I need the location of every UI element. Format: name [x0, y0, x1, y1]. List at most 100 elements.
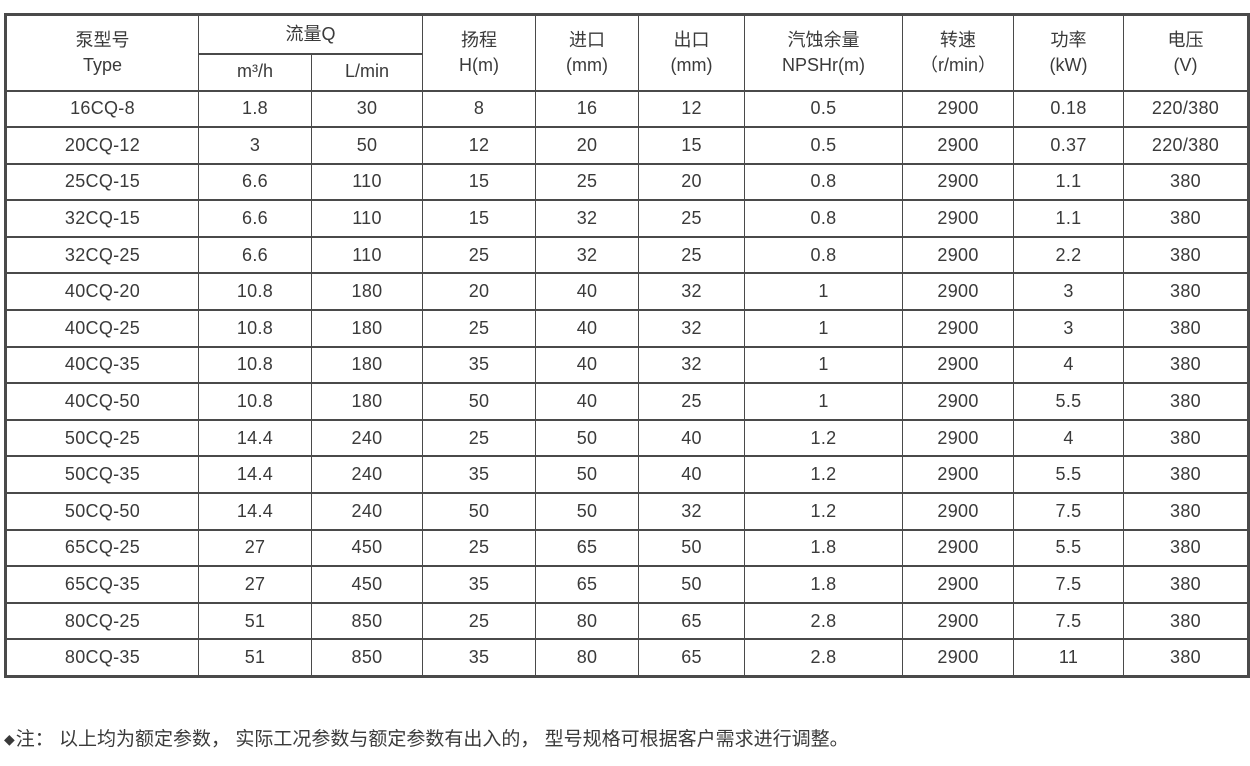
flow-lmin-cell: 450	[310, 565, 424, 604]
inlet-cell: 50	[535, 418, 640, 458]
outlet-cell: 65	[638, 601, 746, 641]
speed-cell: 2900	[902, 345, 1015, 385]
speed-cell: 2900	[902, 309, 1015, 348]
model-cell: 16CQ-8	[5, 89, 199, 129]
col-header-flow-m3h: m³/h	[198, 52, 312, 92]
model-cell: 25CQ-15	[5, 162, 199, 202]
power-cell: 1.1	[1013, 199, 1125, 238]
power-cell: 0.18	[1013, 89, 1125, 129]
outlet-cell: 40	[638, 418, 746, 458]
outlet-cell: 32	[638, 272, 746, 312]
npshr-cell: 0.8	[744, 162, 904, 202]
model-cell: 80CQ-25	[5, 601, 199, 641]
outlet-cell: 32	[638, 492, 746, 531]
npshr-cell: 0.8	[744, 235, 904, 275]
model-cell: 40CQ-20	[5, 272, 199, 312]
spec-row: 50CQ-25 14.4 240 25 50 40 1.2 2900 4 380	[5, 418, 1250, 458]
head-cell: 25	[422, 418, 537, 458]
speed-cell: 2900	[902, 565, 1015, 604]
head-cell: 35	[422, 455, 537, 495]
col-header-npsh: 汽蚀余量 NPSHr(m)	[744, 13, 904, 92]
speed-cell: 2900	[902, 126, 1015, 165]
model-cell: 40CQ-35	[5, 345, 199, 385]
footnote: ◆注： 以上均为额定参数， 实际工况参数与额定参数有出入的， 型号规格可根据客户…	[4, 725, 1244, 754]
power-cell: 7.5	[1013, 601, 1125, 641]
model-cell: 50CQ-50	[5, 492, 199, 531]
flow-lmin-cell: 180	[310, 382, 424, 421]
npshr-cell: 1.8	[744, 528, 904, 568]
npshr-cell: 1.8	[744, 565, 904, 604]
npshr-cell: 0.5	[744, 89, 904, 129]
spec-row: 40CQ-35 10.8 180 35 40 32 1 2900 4 380	[5, 345, 1250, 385]
flow-m3h-cell: 14.4	[198, 455, 312, 495]
voltage-cell: 380	[1123, 455, 1250, 495]
outlet-cell: 25	[638, 199, 746, 238]
voltage-cell: 380	[1123, 418, 1250, 458]
voltage-cell: 380	[1123, 162, 1250, 202]
spec-row: 65CQ-35 27 450 35 65 50 1.8 2900 7.5 380	[5, 565, 1250, 604]
inlet-cell: 65	[535, 565, 640, 604]
voltage-cell: 380	[1123, 272, 1250, 312]
outlet-cell: 40	[638, 455, 746, 495]
inlet-cell: 80	[535, 638, 640, 677]
col-header-speed: 转速 （r/min）	[902, 13, 1015, 92]
col-header-inlet: 进口 (mm)	[535, 13, 640, 92]
inlet-cell: 40	[535, 272, 640, 312]
voltage-cell: 380	[1123, 199, 1250, 238]
head-cell: 25	[422, 235, 537, 275]
inlet-cell: 50	[535, 492, 640, 531]
flow-m3h-cell: 14.4	[198, 492, 312, 531]
model-cell: 20CQ-12	[5, 126, 199, 165]
outlet-cell: 25	[638, 382, 746, 421]
voltage-cell: 380	[1123, 309, 1250, 348]
flow-m3h-cell: 10.8	[198, 309, 312, 348]
spec-row: 65CQ-25 27 450 25 65 50 1.8 2900 5.5 380	[5, 528, 1250, 568]
speed-cell: 2900	[902, 528, 1015, 568]
model-cell: 40CQ-50	[5, 382, 199, 421]
flow-lmin-cell: 240	[310, 455, 424, 495]
voltage-cell: 220/380	[1123, 89, 1250, 129]
speed-cell: 2900	[902, 638, 1015, 677]
voltage-cell: 380	[1123, 345, 1250, 385]
voltage-cell: 380	[1123, 492, 1250, 531]
inlet-cell: 40	[535, 345, 640, 385]
col-header-outlet: 出口 (mm)	[638, 13, 746, 92]
head-cell: 15	[422, 162, 537, 202]
flow-lmin-cell: 110	[310, 162, 424, 202]
col-header-flow-lmin: L/min	[310, 52, 424, 92]
power-cell: 4	[1013, 345, 1125, 385]
model-cell: 32CQ-15	[5, 199, 199, 238]
inlet-cell: 32	[535, 235, 640, 275]
npshr-cell: 1.2	[744, 418, 904, 458]
npshr-cell: 1.2	[744, 455, 904, 495]
speed-cell: 2900	[902, 89, 1015, 129]
head-cell: 35	[422, 565, 537, 604]
spec-row: 32CQ-25 6.6 110 25 32 25 0.8 2900 2.2 380	[5, 235, 1250, 275]
flow-m3h-cell: 10.8	[198, 345, 312, 385]
spec-row: 40CQ-25 10.8 180 25 40 32 1 2900 3 380	[5, 309, 1250, 348]
flow-lmin-cell: 240	[310, 492, 424, 531]
speed-cell: 2900	[902, 199, 1015, 238]
flow-lmin-cell: 30	[310, 89, 424, 129]
header-row-1: 泵型号 Type 流量Q 扬程 H(m) 进口 (mm) 出口 (mm) 汽蚀余…	[5, 13, 1250, 92]
inlet-cell: 80	[535, 601, 640, 641]
outlet-cell: 25	[638, 235, 746, 275]
pump-spec-table: 泵型号 Type 流量Q 扬程 H(m) 进口 (mm) 出口 (mm) 汽蚀余…	[4, 13, 1250, 678]
power-cell: 3	[1013, 309, 1125, 348]
spec-row: 50CQ-35 14.4 240 35 50 40 1.2 2900 5.5 380	[5, 455, 1250, 495]
flow-lmin-cell: 240	[310, 418, 424, 458]
inlet-cell: 50	[535, 455, 640, 495]
outlet-cell: 15	[638, 126, 746, 165]
head-cell: 35	[422, 345, 537, 385]
outlet-cell: 50	[638, 565, 746, 604]
flow-m3h-cell: 51	[198, 601, 312, 641]
npshr-cell: 2.8	[744, 638, 904, 677]
model-cell: 32CQ-25	[5, 235, 199, 275]
footnote-text: 注： 以上均为额定参数， 实际工况参数与额定参数有出入的， 型号规格可根据客户需…	[15, 729, 849, 750]
flow-m3h-cell: 27	[198, 528, 312, 568]
head-cell: 20	[422, 272, 537, 312]
head-cell: 25	[422, 528, 537, 568]
power-cell: 11	[1013, 638, 1125, 677]
speed-cell: 2900	[902, 418, 1015, 458]
inlet-cell: 40	[535, 382, 640, 421]
